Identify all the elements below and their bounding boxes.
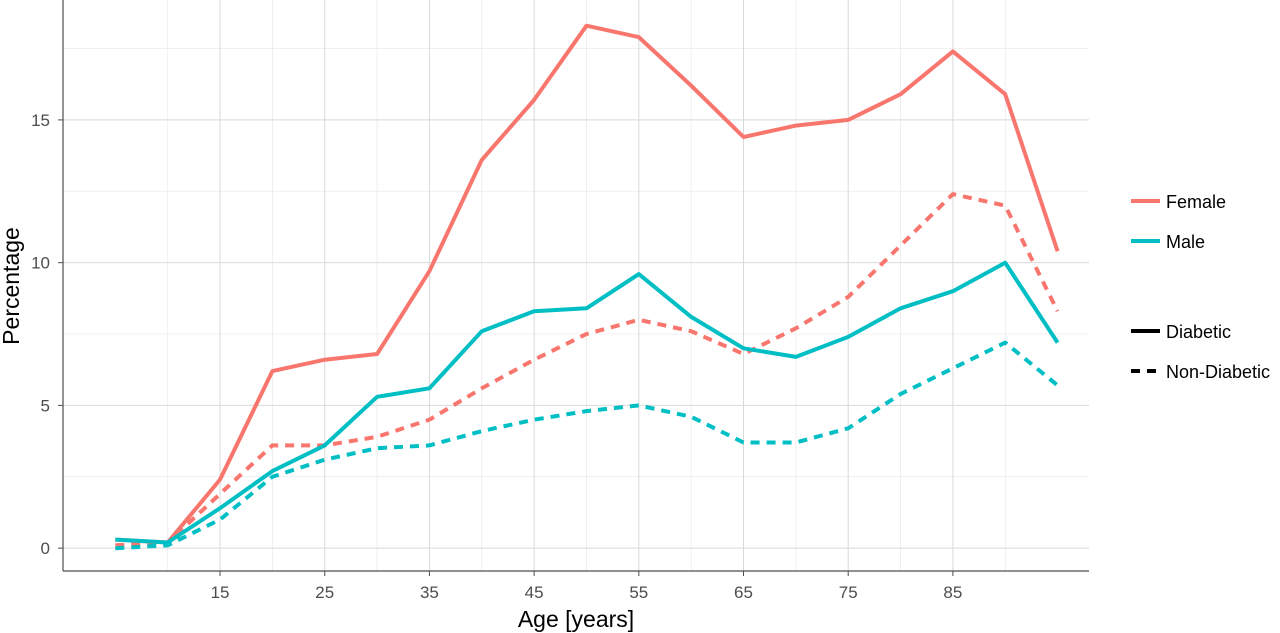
legend-label-male: Male — [1166, 232, 1205, 252]
x-tick-label: 55 — [629, 583, 648, 602]
legend-label-female: Female — [1166, 192, 1226, 212]
series-lines — [115, 23, 1060, 551]
ticks: 15 25 35 45 55 65 75 85 0 5 10 15 — [31, 111, 962, 602]
series-line-female-non-diabetic — [115, 192, 1060, 548]
axes — [62, 0, 1089, 572]
y-tick-label: 10 — [31, 254, 50, 273]
legend: Female Male Diabetic Non-Diabetic — [1131, 192, 1270, 382]
y-axis-title: Percentage — [0, 227, 24, 345]
x-tick-label: 25 — [315, 583, 334, 602]
x-tick-label: 85 — [943, 583, 962, 602]
legend-label-diabetic: Diabetic — [1166, 322, 1231, 342]
x-tick-label: 65 — [734, 583, 753, 602]
x-tick-label: 75 — [839, 583, 858, 602]
y-tick-label: 0 — [41, 539, 50, 558]
y-tick-label: 5 — [41, 396, 50, 415]
legend-label-non-diabetic: Non-Diabetic — [1166, 362, 1270, 382]
x-tick-label: 45 — [525, 583, 544, 602]
x-tick-label: 35 — [420, 583, 439, 602]
y-tick-label: 15 — [31, 111, 50, 130]
x-axis-title: Age [years] — [518, 606, 634, 632]
x-tick-label: 15 — [211, 583, 230, 602]
series-line-female-diabetic — [115, 23, 1060, 545]
series-line-male-non-diabetic — [115, 340, 1059, 551]
series-line-male-diabetic — [115, 260, 1060, 545]
